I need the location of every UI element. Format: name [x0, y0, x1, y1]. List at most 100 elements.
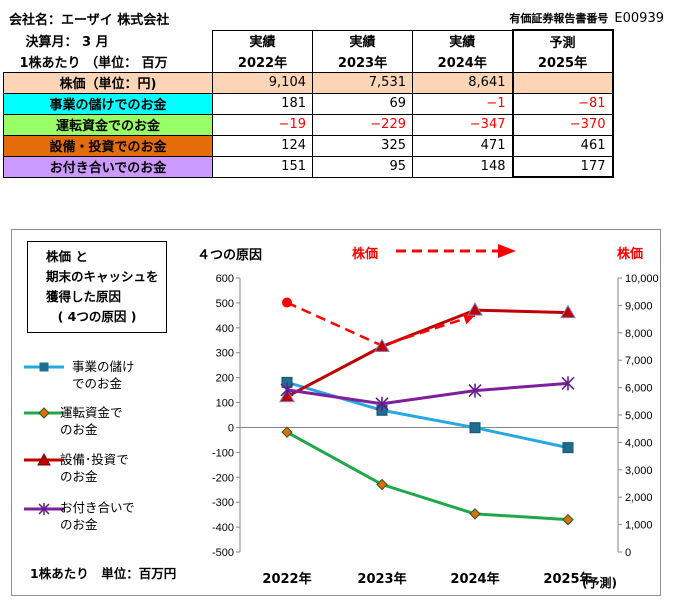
row-label-operating: 事業の儲けでのお金	[3, 92, 213, 115]
chart-title-line: ( 4つの原因 )	[57, 309, 137, 324]
data-point-triangle	[560, 304, 576, 319]
row-label-stock: 株価（単位：円)	[3, 71, 213, 94]
legend-marker-diamond	[38, 407, 50, 419]
company-name: 会社名：エーザイ 株式会社	[9, 13, 170, 28]
y-tick-label-right: 6,000	[625, 383, 653, 395]
table-row-relations: お付き合いでのお金 151 95 148 177	[3, 155, 614, 178]
cell-value: 181	[212, 92, 313, 115]
data-point-diamond	[281, 426, 293, 438]
y-tick-label-left: 300	[216, 348, 234, 360]
series-markers	[279, 297, 576, 526]
axes: 600 500 400 300 200 100 0 -100 -200 -300 -400 -500 1…	[212, 273, 659, 587]
y-tick-label-left: -400	[212, 522, 234, 534]
y-tick-label-right: 5,000	[625, 410, 653, 422]
cell-value: −81	[511, 92, 614, 115]
cell-value: 9,104	[212, 71, 313, 94]
legend-text: 設備･投資で	[60, 452, 129, 467]
stock-label-left: 株価	[352, 247, 379, 262]
y-tick-label-right: 8,000	[625, 328, 653, 340]
data-point-star	[468, 383, 482, 398]
data-point-star	[375, 396, 389, 411]
legend-text: お付き合いで	[60, 500, 135, 515]
table-row-operating: 事業の儲けでのお金 181 69 −1 −81	[3, 92, 614, 115]
report-number: 有価証券報告書番号 E00939	[509, 10, 664, 26]
report-number-code: E00939	[614, 11, 664, 26]
four-causes-label: ４つの原因	[197, 248, 263, 263]
cell-value: 7,531	[312, 71, 413, 94]
chart-title-box: 株価 と 期末のキャッシュを 獲得した原因 ( 4つの原因 )	[27, 241, 167, 333]
report-number-label: 有価証券報告書番号	[509, 12, 609, 25]
x-category-label: 2022年	[262, 571, 311, 587]
y-tick-label-left: 100	[216, 398, 234, 410]
legend-text: のお金	[60, 422, 98, 437]
x-category-label: 2025年	[543, 571, 592, 587]
y-tick-label-right: 0	[625, 547, 631, 559]
cell-value: 95	[312, 155, 413, 178]
series-line	[286, 381, 569, 406]
dashed-arrow-head	[498, 244, 516, 258]
data-point-diamond	[376, 478, 388, 491]
y-tick-label-left: 200	[216, 373, 234, 385]
legend-marker-star	[38, 503, 50, 515]
dashed-arrow	[396, 244, 516, 258]
table-row-investment: 設備・投資でのお金 124 325 471 461	[3, 134, 614, 157]
data-point-square	[469, 422, 481, 434]
x-category-label: 2024年	[450, 571, 499, 587]
series-line	[286, 430, 569, 522]
financial-table: 決算月： 3 月 実績 実績 実績 予測 1株あたり （単位： 百万 2022年…	[3, 29, 614, 178]
legend-text: のお金	[60, 469, 98, 484]
stock-arrowhead	[462, 312, 475, 325]
data-point-diamond	[469, 508, 481, 520]
legend-markers	[24, 362, 64, 515]
y-tick-label-left: -200	[212, 472, 234, 484]
cell-value: 8,641	[412, 71, 513, 94]
y-tick-label-left: 0	[228, 422, 234, 434]
legend-marker-triangle	[37, 452, 51, 466]
legend-text: でのお金	[72, 376, 123, 391]
cell-value: −19	[212, 113, 313, 136]
y-tick-label-right: 10,000	[625, 273, 659, 285]
data-point-circle	[282, 297, 292, 308]
row-label-investment: 設備・投資でのお金	[3, 134, 213, 157]
series-line	[286, 301, 476, 347]
legend-text: のお金	[60, 517, 98, 532]
cell-value: 471	[412, 134, 513, 157]
kind-2025: 予測	[511, 29, 614, 51]
kind-2022: 実績	[212, 29, 313, 51]
y-tick-label-right: 9,000	[625, 300, 653, 312]
cell-value: −1	[412, 92, 513, 115]
chart-panel: 株価 と 期末のキャッシュを 獲得した原因 ( 4つの原因 ) 事業の儲け でのお…	[11, 229, 661, 596]
y-tick-label-left: -100	[212, 447, 234, 459]
cell-value: 151	[212, 155, 313, 178]
cell-value: 124	[212, 134, 313, 157]
data-point-star	[561, 376, 575, 391]
y-tick-label-right: 2,000	[625, 492, 653, 504]
chart-title-line: 獲得した原因	[46, 289, 122, 304]
data-point-square	[562, 442, 574, 454]
stock-label-right: 株価	[617, 247, 644, 262]
unit-note: 1株あたり 単位：百万円	[30, 566, 177, 581]
settlement-month: 決算月： 3 月	[25, 35, 109, 50]
y-tick-label-right: 7,000	[625, 355, 653, 367]
data-point-triangle	[374, 338, 390, 352]
legend-label-operating: 事業の儲け でのお金	[72, 358, 135, 392]
table-row-stock: 株価（単位：円) 9,104 7,531 8,641	[3, 71, 614, 94]
y-tick-label-left: 600	[216, 273, 234, 285]
legend-label-investment: 設備･投資で のお金	[60, 451, 129, 485]
cell-value: 177	[511, 155, 614, 178]
row-label-relations: お付き合いでのお金	[3, 155, 213, 178]
legend-marker-square	[39, 362, 49, 372]
series-line	[286, 308, 569, 398]
y-tick-label-right: 4,000	[625, 437, 653, 449]
legend-text: 運転資金で	[60, 405, 123, 420]
chart-title-line: 期末のキャッシュを	[46, 269, 159, 284]
kind-2024: 実績	[412, 29, 513, 51]
series-lines	[286, 301, 569, 522]
y-tick-label-left: 400	[216, 323, 234, 335]
data-point-star	[280, 382, 294, 397]
unit-label: 1株あたり （単位： 百万	[19, 55, 168, 71]
legend-label-working: 運転資金で のお金	[60, 404, 123, 438]
y-tick-label-left: -500	[212, 547, 234, 559]
series-line	[286, 380, 569, 450]
cell-value	[511, 71, 614, 94]
